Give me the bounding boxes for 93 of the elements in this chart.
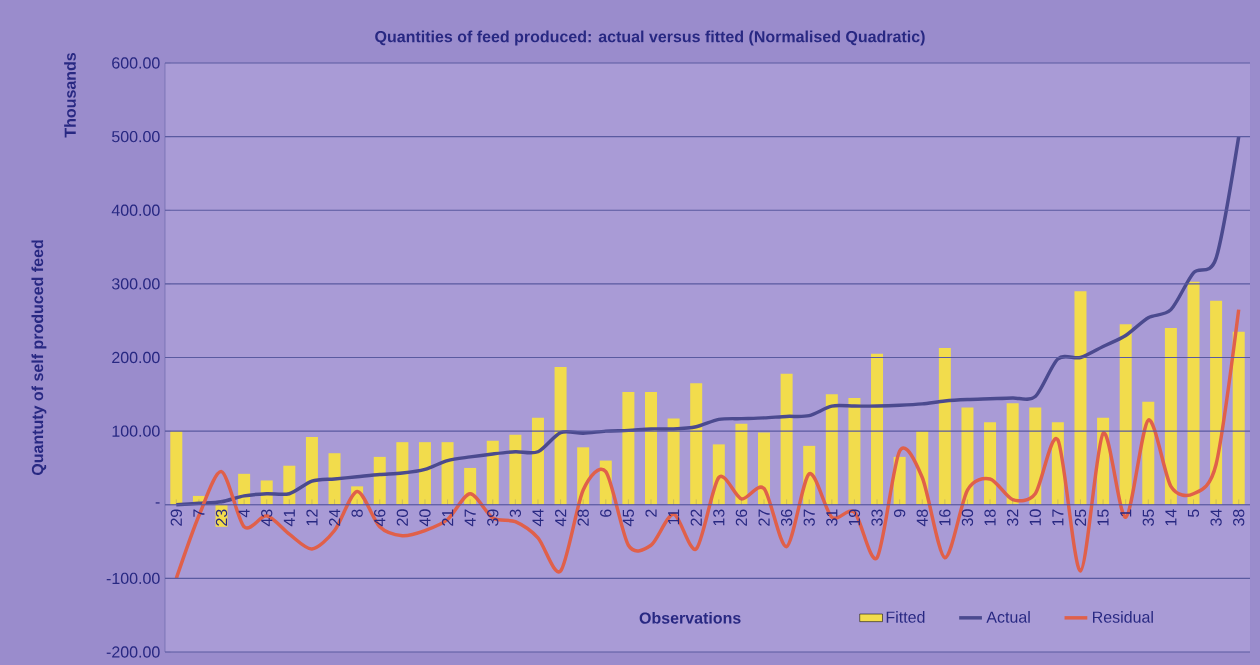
bar [848, 397, 861, 505]
y-tick-label: 500.00 [112, 130, 160, 143]
x-tick-label: 41 [283, 509, 295, 527]
x-tick-label: 23 [215, 509, 228, 526]
x-tick-label: 22 [690, 509, 702, 526]
x-tick-label: 43 [261, 509, 273, 527]
x-tick-label: 9 [893, 509, 906, 517]
bar [780, 373, 793, 505]
x-tick-label: 10 [1029, 509, 1041, 526]
x-tick-label: 42 [555, 509, 567, 527]
x-tick-label: 32 [1007, 509, 1019, 526]
x-tick-label: 18 [984, 509, 996, 526]
x-tick-label: 30 [961, 509, 974, 526]
bar [373, 456, 386, 505]
x-tick-label: 39 [487, 509, 499, 526]
bar [871, 353, 884, 505]
x-tick-label: 11 [668, 509, 680, 525]
x-tick-label: 40 [419, 509, 431, 527]
x-tick-label: 15 [1097, 509, 1109, 526]
x-tick-label: 27 [758, 509, 770, 526]
y-tick-label: -200.00 [106, 646, 160, 658]
x-tick-label: 33 [871, 509, 883, 526]
x-tick-label: 17 [1052, 509, 1064, 526]
legend-label: Residual [1093, 611, 1153, 623]
bar [645, 392, 657, 505]
bar [1074, 291, 1087, 505]
bar [1006, 403, 1019, 505]
x-tick-label: 7 [193, 509, 205, 517]
x-tick-label: 29 [170, 509, 182, 526]
bar [1164, 328, 1177, 505]
y-tick-label: -100.00 [106, 572, 160, 585]
y-tick-label: 600.00 [112, 57, 160, 69]
legend-label: Fitted [886, 611, 925, 623]
bar [486, 440, 499, 505]
y-tick-label: 300.00 [111, 278, 160, 290]
x-tick-label: 6 [600, 509, 612, 517]
x-tick-label: 21 [441, 509, 454, 526]
bar [418, 442, 431, 505]
x-tick-label: 38 [1233, 509, 1245, 526]
x-tick-label: 13 [713, 509, 725, 526]
x-tick-label: 48 [916, 509, 928, 527]
y-tick-label: 200.00 [112, 351, 160, 364]
bar [825, 394, 838, 505]
x-tick-label: 25 [1074, 509, 1087, 526]
bar [396, 442, 409, 505]
bar [1232, 331, 1245, 505]
y-axis-title: Quantuty of self produced feed [31, 240, 47, 476]
x-tick-label: 31 [826, 509, 838, 526]
bar [531, 417, 544, 505]
bar [1210, 300, 1223, 505]
bar [509, 434, 522, 505]
text: Thousands [64, 52, 76, 138]
bar [328, 453, 341, 505]
bar [170, 431, 183, 505]
chart-title: Quantities of feed produced: actual versus fitted (Normalised Quadratic) [375, 30, 925, 46]
x-tick-label: 1 [1120, 509, 1132, 517]
bar [554, 367, 567, 505]
x-tick-label: 45 [622, 509, 634, 527]
x-tick-label: 4 [238, 509, 250, 518]
x-tick-label: 44 [532, 509, 544, 527]
bar [690, 383, 703, 505]
x-tick-label: 8 [351, 509, 363, 517]
x-tick-label: 16 [939, 509, 951, 526]
x-tick-label: 14 [1165, 509, 1177, 526]
x-tick-label: 36 [780, 509, 793, 526]
bar [305, 437, 318, 505]
x-tick-label: 2 [645, 509, 657, 517]
x-tick-label: 37 [803, 509, 815, 526]
bar [622, 392, 635, 505]
x-tick-label: 26 [735, 509, 748, 526]
bar [735, 423, 748, 505]
x-tick-label: 46 [374, 509, 386, 527]
bar [667, 418, 680, 505]
x-tick-label: 24 [328, 509, 341, 526]
bar [984, 422, 997, 505]
legend-label: Actual [986, 611, 1030, 623]
bar [1119, 324, 1132, 505]
bar [441, 442, 454, 505]
x-tick-label: 34 [1210, 509, 1222, 526]
bar [938, 347, 951, 505]
x-tick-label: 20 [396, 509, 408, 526]
y-tick-label: 100.00 [112, 425, 160, 437]
x-tick-label: 12 [306, 509, 318, 526]
x-tick-label: 5 [1187, 509, 1200, 517]
x-axis-title: Observations [639, 611, 741, 624]
y-tick-label: 400.00 [111, 204, 160, 216]
line-series [174, 134, 1241, 507]
y-tick-label: - [155, 502, 160, 504]
x-tick-label: 35 [1142, 509, 1154, 526]
x-tick-label: 19 [848, 509, 861, 526]
x-tick-label: 28 [577, 509, 589, 526]
x-tick-label: 47 [464, 509, 476, 527]
x-tick-label: 3 [509, 509, 522, 518]
